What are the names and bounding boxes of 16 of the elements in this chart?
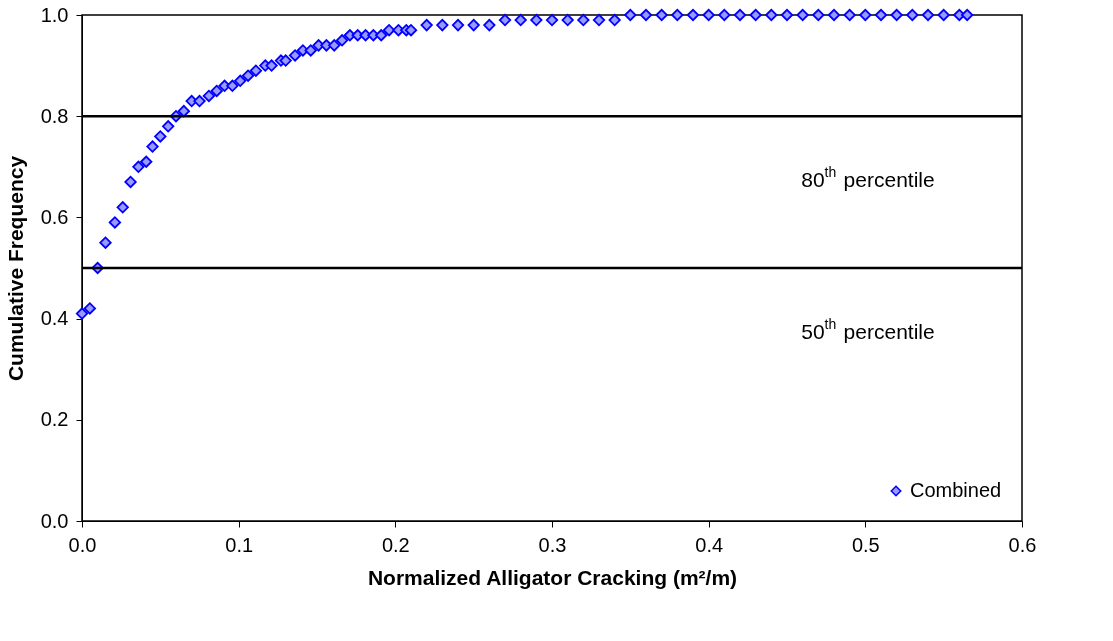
y-axis-title: Cumulative Frequency (3, 155, 27, 382)
x-tick-label: 0.2 (381, 533, 410, 556)
x-tick-label: 0.5 (851, 533, 880, 556)
x-tick-label: 0.1 (225, 533, 254, 556)
legend-label: Combined (910, 479, 1002, 501)
x-tick-label: 0.3 (538, 533, 567, 556)
y-tick-label: 0.4 (40, 307, 69, 330)
x-tick-label: 0.0 (68, 533, 97, 556)
y-tick-label: 1.0 (40, 3, 69, 26)
x-tick-label: 0.4 (695, 533, 724, 556)
y-tick-label: 0.8 (40, 104, 69, 127)
x-axis-title: Normalized Alligator Cracking (m²/m) (367, 565, 738, 589)
y-tick-label: 0.6 (40, 205, 69, 228)
y-tick-label: 0.0 (40, 509, 69, 532)
y-tick-label: 0.2 (40, 408, 69, 431)
x-tick-label: 0.6 (1008, 533, 1037, 556)
